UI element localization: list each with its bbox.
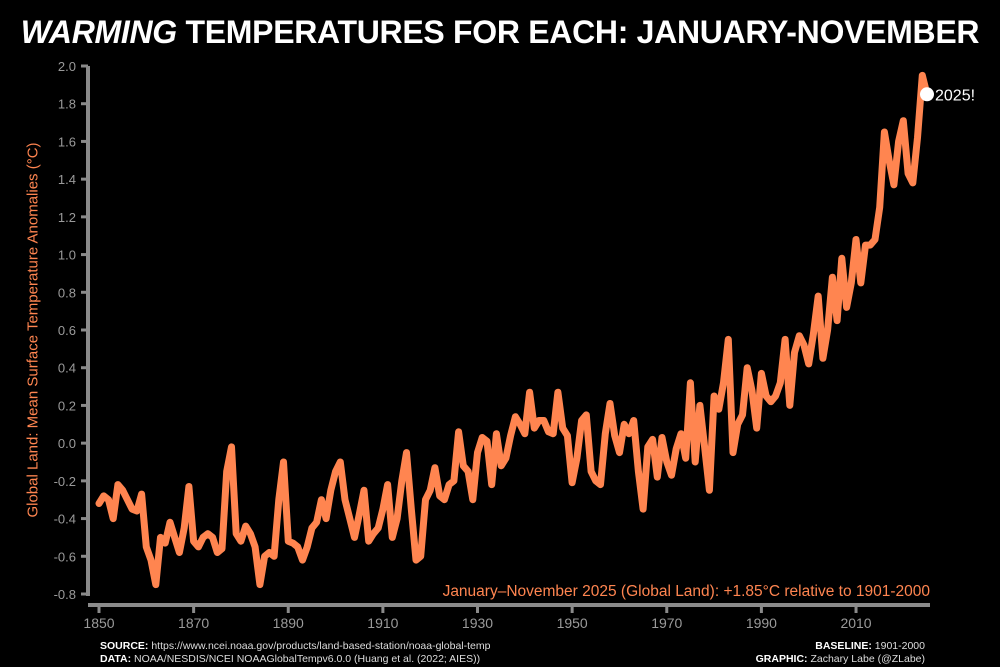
axes: -0.8 -0.6 -0.4 -0.2 0.0 0.2 0.4 0.6 0.8 1.0 1.2 1.4…: [54, 59, 930, 631]
x-tick-label: 1890: [273, 615, 304, 631]
y-tick-label: 0.0: [58, 436, 76, 451]
highlight-label: 2025!: [935, 87, 975, 104]
y-tick-label: 1.6: [58, 134, 76, 149]
y-tick-label: -0.4: [54, 512, 76, 527]
baseline-text: 1901-2000: [871, 640, 925, 652]
y-tick-label: 0.8: [58, 285, 76, 300]
graphic-credit: GRAPHIC: Zachary Labe (@ZLabe): [756, 653, 925, 665]
x-tick-label: 1870: [178, 615, 209, 631]
x-tick-label: 1970: [651, 615, 682, 631]
chart-title: WARMING TEMPERATURES FOR EACH: JANUARY-N…: [0, 14, 1000, 51]
y-tick-label: -0.8: [54, 587, 76, 602]
source-label: SOURCE:: [100, 640, 149, 652]
title-rest: TEMPERATURES FOR EACH: JANUARY-NOVEMBER: [176, 14, 980, 50]
y-tick-label: 1.4: [58, 172, 76, 187]
series: 2025!: [95, 71, 975, 589]
y-tick-label: -0.2: [54, 474, 76, 489]
y-tick-label: -0.6: [54, 549, 76, 564]
baseline-label: BASELINE:: [815, 640, 872, 652]
temperature-anomaly-line: [95, 71, 931, 589]
graphic-text: Zachary Labe (@ZLabe): [807, 653, 925, 665]
x-tick-label: 1990: [746, 615, 777, 631]
highlight-point-2025: [920, 87, 934, 102]
data-label: DATA:: [100, 653, 132, 665]
data-credit: DATA: NOAA/NESDIS/NCEI NOAAGlobalTempv6.…: [100, 653, 480, 665]
graphic-label: GRAPHIC:: [755, 653, 808, 665]
x-tick-label: 1950: [557, 615, 588, 631]
x-tick-label: 2010: [840, 615, 871, 631]
y-tick-label: 0.4: [58, 361, 76, 376]
x-tick-label: 1910: [367, 615, 398, 631]
title-emphasis: WARMING: [20, 14, 177, 50]
y-tick-label: 1.8: [58, 97, 76, 112]
y-tick-label: 1.0: [58, 248, 76, 263]
y-tick-label: 0.2: [58, 398, 76, 413]
source-url: https://www.ncei.noaa.gov/products/land-…: [148, 640, 491, 652]
y-tick-label: 2.0: [58, 59, 76, 74]
y-tick-label: 1.2: [58, 210, 76, 225]
baseline-credit: BASELINE: 1901-2000: [815, 640, 925, 652]
source-credit: SOURCE: https://www.ncei.noaa.gov/produc…: [100, 640, 490, 652]
y-tick-label: 0.6: [58, 323, 76, 338]
annotation: January–November 2025 (Global Land): +1.…: [443, 583, 931, 600]
x-tick-label: 1850: [83, 615, 114, 631]
data-text: NOAA/NESDIS/NCEI NOAAGlobalTempv6.0.0 (H…: [131, 653, 481, 665]
x-tick-label: 1930: [462, 615, 493, 631]
